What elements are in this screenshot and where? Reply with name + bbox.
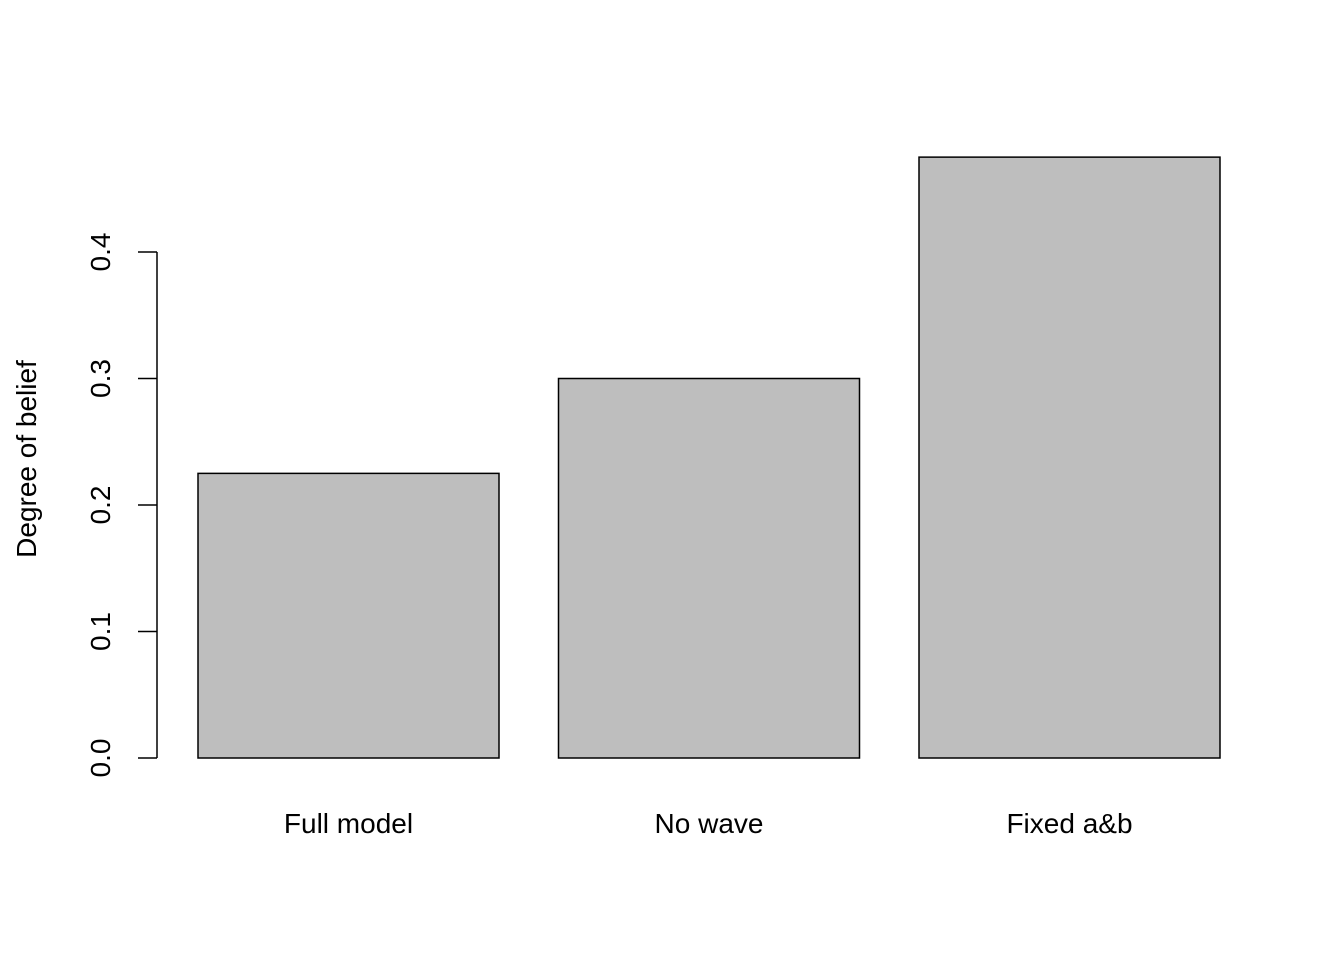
y-tick-label: 0.3 [85, 359, 116, 398]
bar-full-model [197, 472, 500, 759]
x-tick-label: No wave [655, 808, 764, 839]
x-tick-labels-group: Full model No wave Fixed a&b [284, 808, 1133, 839]
bar-fixed-a-b [918, 156, 1221, 759]
y-tick-label: 0.0 [85, 739, 116, 778]
y-tick-label: 0.1 [85, 612, 116, 651]
y-axis-title: Degree of belief [11, 360, 42, 558]
x-tick-label: Full model [284, 808, 413, 839]
y-axis: 0.0 0.1 0.2 0.3 0.4 [85, 233, 158, 778]
bars-group [197, 156, 1221, 759]
bar-no-wave [557, 377, 861, 759]
y-tick-label: 0.2 [85, 486, 116, 525]
y-tick-label: 0.4 [85, 233, 116, 272]
y-ticks-group: 0.0 0.1 0.2 0.3 0.4 [85, 233, 157, 778]
x-tick-label: Fixed a&b [1006, 808, 1132, 839]
